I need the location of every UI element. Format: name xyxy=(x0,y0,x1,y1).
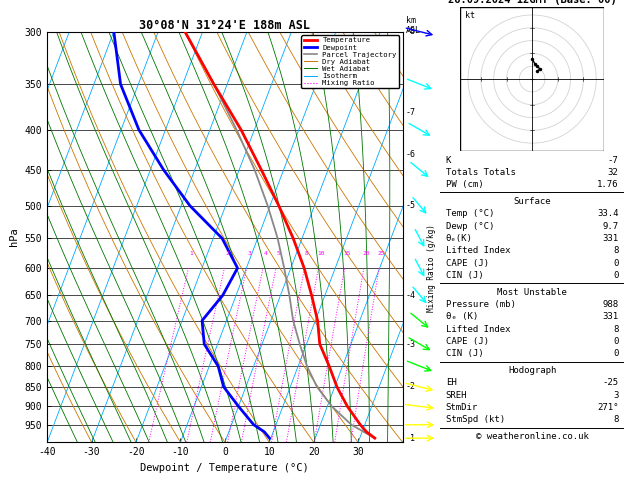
Text: StmSpd (kt): StmSpd (kt) xyxy=(446,416,505,424)
Text: 15: 15 xyxy=(343,251,350,257)
Text: -3: -3 xyxy=(406,340,416,348)
Text: Lifted Index: Lifted Index xyxy=(446,325,510,334)
Text: Pressure (mb): Pressure (mb) xyxy=(446,300,516,309)
Text: -4: -4 xyxy=(406,291,416,300)
Text: CIN (J): CIN (J) xyxy=(446,271,484,280)
Text: 8: 8 xyxy=(305,251,309,257)
Text: -7: -7 xyxy=(406,108,416,117)
Text: CIN (J): CIN (J) xyxy=(446,349,484,358)
Text: Mixing Ratio (g/kg): Mixing Ratio (g/kg) xyxy=(428,224,437,312)
Text: kt: kt xyxy=(465,11,476,19)
Text: Surface: Surface xyxy=(513,197,551,206)
Text: 9.7: 9.7 xyxy=(603,222,618,231)
Text: 26.09.2024 12GMT (Base: 00): 26.09.2024 12GMT (Base: 00) xyxy=(448,0,616,5)
Text: 1: 1 xyxy=(189,251,193,257)
Text: Hodograph: Hodograph xyxy=(508,366,556,375)
Text: CAPE (J): CAPE (J) xyxy=(446,259,489,268)
Text: 8: 8 xyxy=(613,325,618,334)
Text: θₑ(K): θₑ(K) xyxy=(446,234,472,243)
Text: Temp (°C): Temp (°C) xyxy=(446,209,494,218)
Text: 0: 0 xyxy=(613,259,618,268)
Text: 5: 5 xyxy=(277,251,281,257)
Text: θₑ (K): θₑ (K) xyxy=(446,312,478,321)
Text: K: K xyxy=(446,156,451,165)
Y-axis label: hPa: hPa xyxy=(9,227,19,246)
Text: © weatheronline.co.uk: © weatheronline.co.uk xyxy=(476,432,589,441)
Text: 2: 2 xyxy=(225,251,229,257)
Text: Dewp (°C): Dewp (°C) xyxy=(446,222,494,231)
Text: SREH: SREH xyxy=(446,391,467,400)
Text: -8: -8 xyxy=(406,27,416,36)
Text: EH: EH xyxy=(446,379,457,387)
Text: -6: -6 xyxy=(406,150,416,159)
X-axis label: Dewpoint / Temperature (°C): Dewpoint / Temperature (°C) xyxy=(140,463,309,473)
Text: -1: -1 xyxy=(406,434,416,443)
Text: 331: 331 xyxy=(603,312,618,321)
Text: 271°: 271° xyxy=(597,403,618,412)
Text: PW (cm): PW (cm) xyxy=(446,180,484,189)
Text: 0: 0 xyxy=(613,349,618,358)
Text: 0: 0 xyxy=(613,271,618,280)
Text: 3: 3 xyxy=(247,251,251,257)
Text: StmDir: StmDir xyxy=(446,403,478,412)
Text: Lifted Index: Lifted Index xyxy=(446,246,510,255)
Text: 25: 25 xyxy=(377,251,385,257)
Text: 32: 32 xyxy=(608,168,618,177)
Text: km
ASL: km ASL xyxy=(406,17,421,35)
Text: 3: 3 xyxy=(613,391,618,400)
Text: -2: -2 xyxy=(406,382,416,391)
Text: 0: 0 xyxy=(613,337,618,346)
Legend: Temperature, Dewpoint, Parcel Trajectory, Dry Adiabat, Wet Adiabat, Isotherm, Mi: Temperature, Dewpoint, Parcel Trajectory… xyxy=(301,35,399,88)
Text: 331: 331 xyxy=(603,234,618,243)
Text: 1.76: 1.76 xyxy=(597,180,618,189)
Text: 988: 988 xyxy=(603,300,618,309)
Text: CAPE (J): CAPE (J) xyxy=(446,337,489,346)
Title: 30°08'N 31°24'E 188m ASL: 30°08'N 31°24'E 188m ASL xyxy=(140,18,310,32)
Text: -7: -7 xyxy=(608,156,618,165)
Text: 10: 10 xyxy=(317,251,325,257)
Text: 4: 4 xyxy=(264,251,267,257)
Text: 33.4: 33.4 xyxy=(597,209,618,218)
Text: 8: 8 xyxy=(613,416,618,424)
Text: 20: 20 xyxy=(362,251,370,257)
Text: 8: 8 xyxy=(613,246,618,255)
Text: -5: -5 xyxy=(406,201,416,210)
Text: Totals Totals: Totals Totals xyxy=(446,168,516,177)
Text: Most Unstable: Most Unstable xyxy=(497,288,567,297)
Text: -25: -25 xyxy=(603,379,618,387)
